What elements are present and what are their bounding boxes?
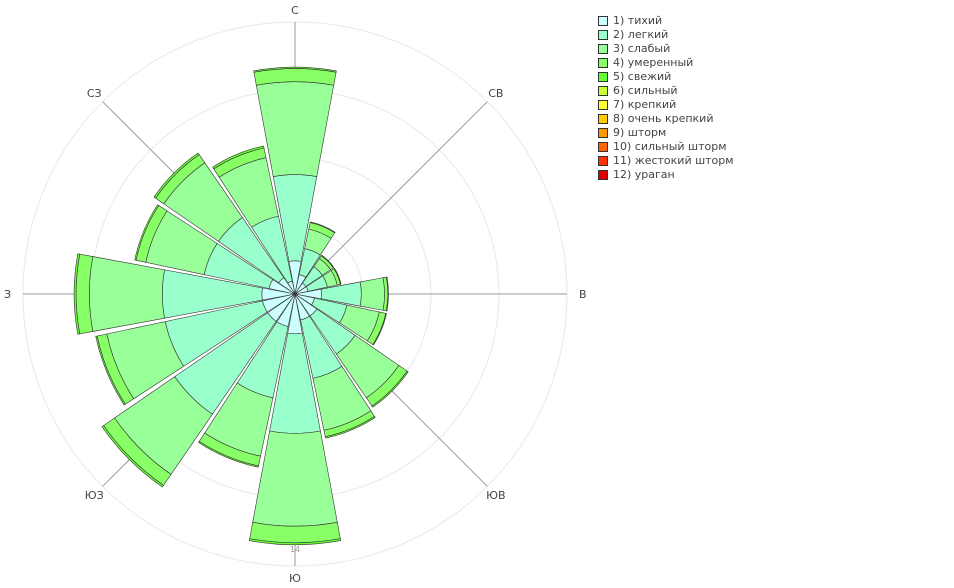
direction-label: В: [579, 288, 587, 301]
legend-label: 2) легкий: [613, 28, 669, 41]
bar-segment: [309, 221, 336, 234]
legend-item[interactable]: 6) сильный: [598, 84, 734, 98]
legend-item[interactable]: 7) крепкий: [598, 98, 734, 112]
bar-segment: [252, 430, 338, 527]
direction-label: С: [291, 4, 299, 17]
legend-label: 3) слабый: [613, 42, 671, 55]
legend: 1) тихий 2) легкий 3) слабый 4) умеренный 5)…: [598, 14, 734, 182]
bar-segment: [212, 145, 265, 170]
legend-swatch: [598, 30, 608, 40]
bar-segment: [101, 425, 164, 488]
legend-item[interactable]: 1) тихий: [598, 14, 734, 28]
radial-tick-labels: 14: [290, 545, 300, 554]
legend-swatch: [598, 156, 608, 166]
bar-segment: [333, 267, 342, 285]
legend-swatch: [598, 44, 608, 54]
bar-segment: [324, 415, 376, 439]
bar-segment: [248, 538, 342, 545]
direction-label: З: [4, 288, 11, 301]
bar-segment: [371, 370, 409, 408]
legend-label: 8) очень крепкий: [613, 112, 714, 125]
direction-label: ЮЗ: [85, 489, 104, 502]
bar-segment: [372, 312, 387, 346]
legend-item[interactable]: 2) легкий: [598, 28, 734, 42]
legend-label: 1) тихий: [613, 14, 663, 27]
bar-segment: [320, 254, 335, 269]
legend-label: 12) ураган: [613, 168, 675, 181]
bar-segment: [153, 152, 200, 199]
legend-label: 9) шторм: [613, 126, 667, 139]
bar-segment: [95, 335, 126, 406]
legend-item[interactable]: 8) очень крепкий: [598, 112, 734, 126]
legend-swatch: [598, 58, 608, 68]
legend-item[interactable]: 12) ураган: [598, 168, 734, 182]
legend-swatch: [598, 72, 608, 82]
legend-item[interactable]: 10) сильный шторм: [598, 140, 734, 154]
legend-item[interactable]: 9) шторм: [598, 126, 734, 140]
legend-item[interactable]: 5) свежий: [598, 70, 734, 84]
legend-label: 5) свежий: [613, 70, 672, 83]
direction-labels: С СВ В ЮВ Ю ЮЗ З СЗ: [4, 4, 587, 585]
legend-item[interactable]: 11) жестокий шторм: [598, 154, 734, 168]
wind-rose-bars: [73, 66, 409, 545]
legend-label: 4) умеренный: [613, 56, 694, 69]
direction-label: ЮВ: [486, 489, 505, 502]
bar-segment: [255, 81, 335, 177]
legend-swatch: [598, 100, 608, 110]
bar-segment: [385, 276, 389, 312]
legend-swatch: [598, 114, 608, 124]
legend-swatch: [598, 170, 608, 180]
bar-segment: [73, 253, 81, 335]
legend-swatch: [598, 142, 608, 152]
legend-label: 10) сильный шторм: [613, 140, 727, 153]
legend-label: 7) крепкий: [613, 98, 677, 111]
legend-swatch: [598, 128, 608, 138]
radial-tick-label: 14: [290, 545, 300, 554]
legend-item[interactable]: 4) умеренный: [598, 56, 734, 70]
legend-swatch: [598, 86, 608, 96]
legend-label: 11) жестокий шторм: [613, 154, 734, 167]
bar-segment: [134, 204, 160, 261]
bar-segment: [198, 441, 259, 468]
direction-label: СВ: [488, 87, 503, 100]
legend-label: 6) сильный: [613, 84, 678, 97]
legend-item[interactable]: 3) слабый: [598, 42, 734, 56]
direction-label: Ю: [289, 572, 301, 585]
bar-segment: [89, 256, 165, 332]
bar-segment: [359, 277, 385, 311]
legend-swatch: [598, 16, 608, 26]
direction-label: СЗ: [87, 87, 102, 100]
bar-segment: [253, 66, 337, 73]
